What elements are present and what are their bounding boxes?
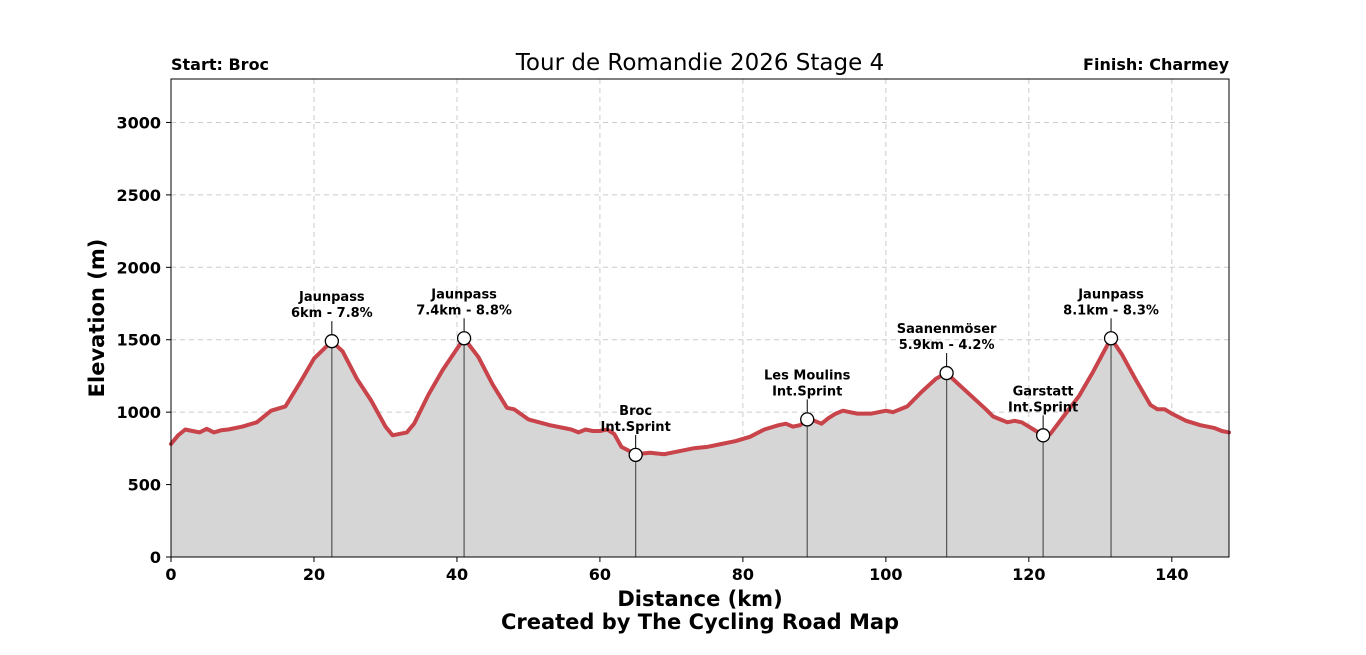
- y-tick-label: 1500: [116, 331, 161, 350]
- annotation-detail: 8.1km - 8.3%: [1063, 303, 1159, 318]
- annotation-name: Saanenmöser: [897, 322, 997, 337]
- finish-label: Finish: Charmey: [1083, 55, 1230, 74]
- chart-title: Tour de Romandie 2026 Stage 4: [515, 50, 884, 76]
- annotation-name: Garstatt: [1013, 384, 1074, 399]
- annotation-detail: Int.Sprint: [1008, 400, 1078, 415]
- annotation-detail: 6km - 7.8%: [291, 306, 373, 321]
- y-tick-label: 3000: [116, 113, 161, 132]
- y-tick-label: 1000: [116, 403, 161, 422]
- profile-area: [169, 336, 1231, 557]
- plot-frame: [170, 78, 1230, 558]
- y-tick-label: 2500: [116, 186, 161, 205]
- x-tick-label: 100: [869, 565, 902, 584]
- marker-circle: [939, 365, 954, 381]
- annotation-name: Jaunpass: [298, 290, 365, 305]
- x-tick-label: 60: [589, 565, 611, 584]
- annotation-detail: 5.9km - 4.2%: [899, 338, 995, 353]
- credit-text: Created by The Cycling Road Map: [501, 610, 899, 634]
- annotation-name: Jaunpass: [430, 287, 497, 302]
- annotation-name: Les Moulins: [764, 368, 851, 383]
- x-axis-ticks: 0 20 40 60 80 100 120 140: [165, 557, 1189, 584]
- x-tick-label: 120: [1012, 565, 1045, 584]
- x-tick-label: 0: [165, 565, 176, 584]
- annotation-name: Jaunpass: [1077, 287, 1144, 302]
- y-tick-label: 2000: [116, 258, 161, 277]
- marker-circle: [456, 331, 472, 346]
- x-tick-label: 20: [303, 565, 325, 584]
- x-tick-label: 140: [1155, 565, 1188, 584]
- x-axis-label: Distance (km): [617, 587, 782, 611]
- y-axis-ticks: 0 500 1000 1500 2000 2500 3000: [116, 113, 171, 567]
- start-label: Start: Broc: [171, 55, 269, 74]
- y-tick-label: 500: [128, 476, 161, 495]
- y-axis-label: Elevation (m): [85, 239, 109, 398]
- annotation-name: Broc: [619, 404, 652, 419]
- marker-circle: [800, 412, 815, 427]
- annotation-detail: 7.4km - 8.8%: [416, 303, 512, 318]
- y-tick-label: 0: [150, 548, 161, 567]
- x-tick-label: 80: [732, 565, 754, 584]
- marker-circle: [1035, 428, 1051, 443]
- annotation-detail: Int.Sprint: [772, 384, 842, 399]
- marker-circle: [628, 447, 643, 463]
- marker-circle: [1103, 331, 1119, 346]
- x-tick-label: 40: [446, 565, 468, 584]
- annotation-detail: Int.Sprint: [601, 420, 671, 435]
- marker-circle: [324, 334, 339, 349]
